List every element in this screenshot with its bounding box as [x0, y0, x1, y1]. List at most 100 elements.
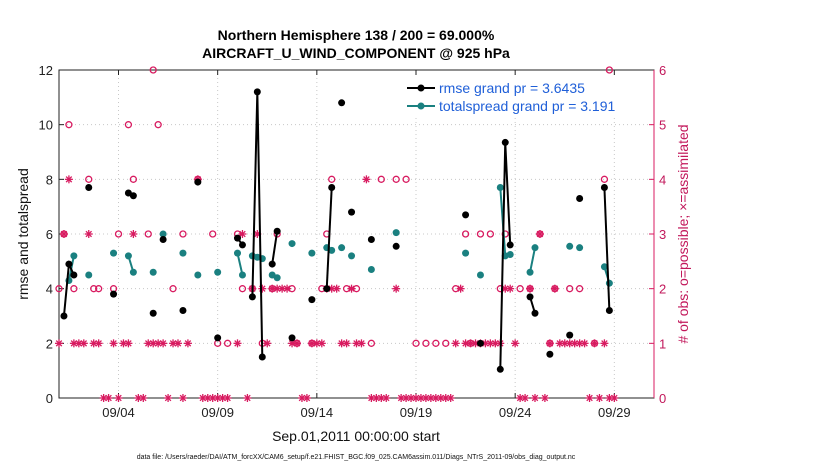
obs-possible-marker [526, 285, 534, 293]
obs-assimilated-stroke [149, 340, 157, 347]
obs-possible-marker [144, 230, 152, 238]
y-tick-label: 12 [39, 63, 53, 78]
obs-assimilated-stroke [422, 394, 430, 402]
obs-assimilated-stroke [125, 340, 132, 347]
obs-possible-marker [342, 285, 351, 293]
obs-assimilated-marker [139, 394, 148, 402]
x-tick-label: 09/29 [598, 405, 631, 420]
obs-assimilated-stroke [511, 340, 519, 347]
obs-assimilated-marker [213, 394, 222, 402]
x-tick-label: 09/24 [499, 405, 532, 420]
totalspread-point [600, 263, 608, 271]
obs-assimilated-stroke [55, 340, 63, 347]
obs-assimilated-stroke [412, 394, 420, 402]
obs-assimilated-stroke [318, 340, 326, 347]
obs-assimilated-stroke [144, 340, 152, 347]
totalspread-point [367, 266, 375, 274]
rmse-point [85, 184, 93, 192]
rmse-point [110, 290, 118, 298]
totalspread-point [214, 268, 222, 276]
obs-possible-marker [367, 339, 376, 347]
obs-assimilated-stroke [397, 394, 405, 402]
rmse-point [566, 331, 574, 339]
y2-tick-label: 1 [659, 336, 666, 351]
obs-assimilated-stroke [278, 285, 286, 292]
obs-assimilated-stroke [581, 340, 588, 347]
y2-tick-label: 2 [659, 282, 666, 297]
obs-possible-marker [461, 230, 470, 238]
obs-assimilated-stroke [303, 394, 311, 402]
x-tick-label: 09/14 [301, 405, 334, 420]
obs-possible-marker [238, 285, 247, 293]
rmse-point [501, 138, 509, 146]
obs-assimilated-stroke [576, 340, 583, 347]
obs-assimilated-stroke [442, 394, 450, 402]
totalspread-point [273, 274, 281, 282]
obs-assimilated-stroke [174, 340, 182, 347]
obs-assimilated-stroke [120, 340, 127, 347]
obs-assimilated-stroke [214, 394, 221, 402]
rmse-point [576, 194, 584, 202]
obs-assimilated-stroke [100, 394, 107, 402]
obs-assimilated-stroke [373, 394, 380, 402]
obs-assimilated-stroke [115, 394, 122, 402]
rmse-point [506, 241, 514, 249]
obs-assimilated-marker [436, 394, 445, 402]
obs-assimilated-stroke [571, 340, 578, 347]
obs-assimilated-stroke [204, 394, 212, 402]
obs-assimilated-marker [446, 394, 455, 402]
obs-assimilated-marker [164, 394, 173, 402]
obs-assimilated-stroke [159, 340, 167, 347]
obs-assimilated-stroke [586, 394, 593, 402]
rmse-point [149, 309, 157, 317]
x-tick-label: 09/09 [201, 405, 234, 420]
obs-assimilated-stroke [219, 394, 226, 402]
obs-assimilated-stroke [130, 230, 137, 238]
obs-assimilated-stroke [358, 340, 365, 347]
obs-assimilated-stroke [65, 176, 73, 183]
obs-assimilated-marker [580, 339, 589, 348]
obs-assimilated-stroke [392, 285, 400, 292]
totalspread-point [110, 249, 118, 257]
rmse-point [323, 285, 331, 293]
obs-assimilated-stroke [244, 394, 251, 402]
obs-possible-marker [154, 121, 162, 129]
obs-possible-marker [209, 230, 217, 238]
obs-assimilated-stroke [432, 394, 440, 402]
rmse-point [70, 271, 78, 279]
totalspread-line-segment [529, 247, 536, 273]
y2-tick-label: 3 [659, 227, 666, 242]
obs-assimilated-marker [183, 339, 192, 348]
rmse-line-segment [603, 187, 611, 311]
rmse-line-segment [325, 187, 333, 289]
totalspread-point [392, 229, 400, 237]
obs-possible-marker [377, 175, 385, 183]
rmse-point [392, 242, 400, 250]
rmse-point [258, 353, 266, 361]
legend: rmse grand pr = 3.6435 totalspread grand… [402, 76, 648, 116]
y2-tick-label: 5 [659, 118, 666, 133]
obs-assimilated-marker [317, 339, 326, 348]
obs-possible-marker [575, 285, 584, 293]
obs-assimilated-marker [174, 339, 182, 348]
obs-possible-marker [223, 339, 232, 347]
obs-possible-marker [85, 175, 93, 183]
obs-assimilated-stroke [85, 230, 93, 238]
obs-assimilated-stroke [154, 340, 162, 347]
rmse-point [194, 178, 202, 186]
obs-possible-marker [124, 121, 133, 129]
rmse-point [605, 307, 613, 315]
obs-assimilated-stroke [169, 340, 177, 347]
y2-tick-label: 0 [659, 391, 666, 406]
obs-assimilated-stroke [561, 340, 569, 347]
y-axis-label: rmse and totalspread [15, 168, 31, 300]
obs-assimilated-stroke [601, 340, 608, 347]
totalspread-point [526, 268, 534, 276]
obs-assimilated-marker [159, 339, 168, 348]
obs-assimilated-stroke [447, 394, 454, 402]
totalspread-point [348, 252, 356, 260]
obs-assimilated-marker [342, 339, 351, 348]
obs-assimilated-marker [129, 230, 138, 238]
obs-possible-marker [293, 339, 301, 347]
obs-assimilated-stroke [333, 285, 340, 292]
